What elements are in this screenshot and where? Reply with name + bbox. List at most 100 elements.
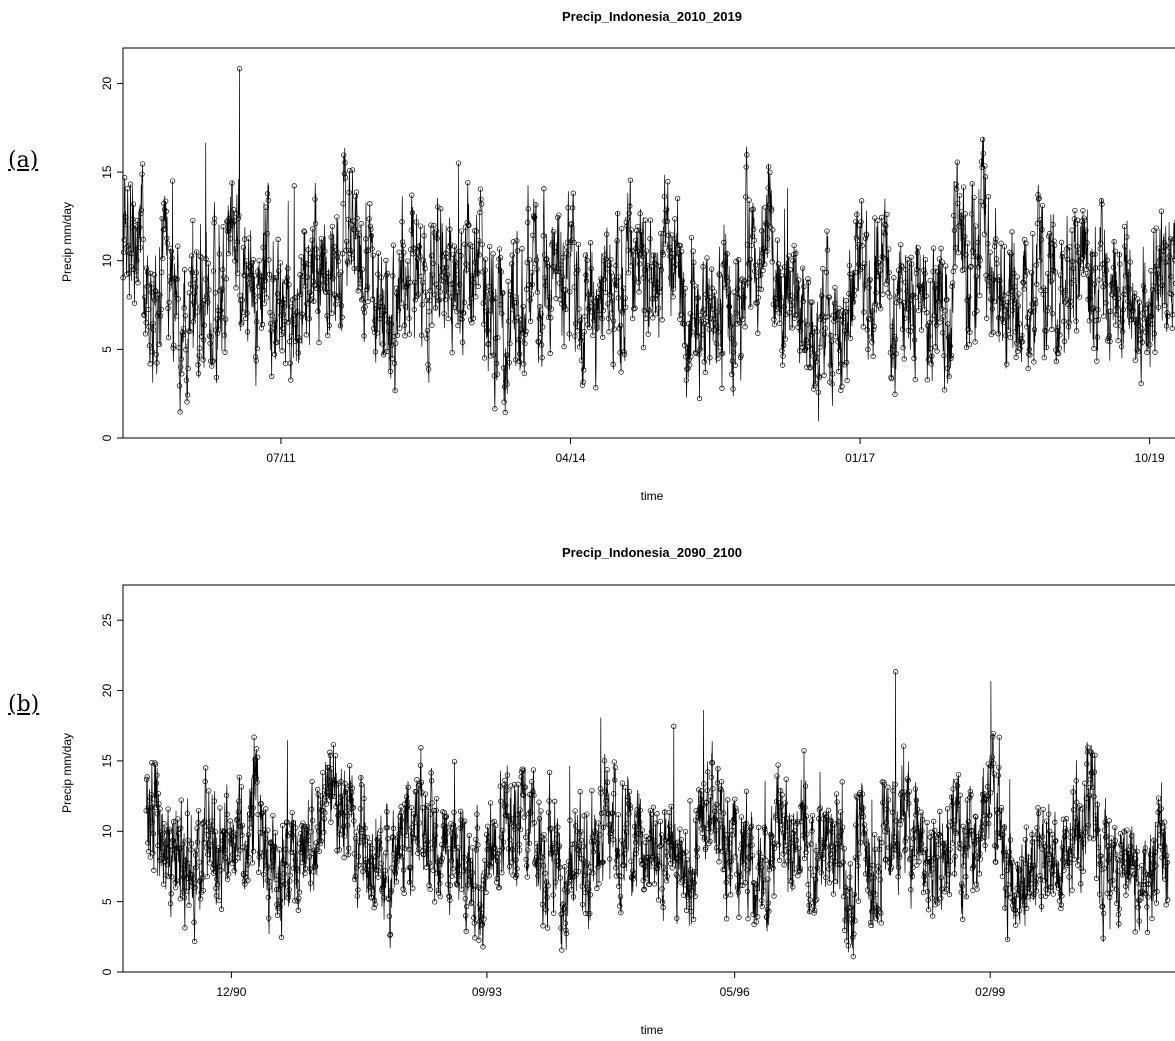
data-point (277, 897, 284, 903)
data-point (912, 786, 919, 792)
data-point (908, 887, 914, 893)
data-point (952, 264, 958, 270)
data-point (948, 355, 954, 362)
data-point (1055, 882, 1061, 888)
data-point (514, 238, 520, 244)
data-point (900, 813, 906, 820)
data-point (187, 328, 193, 335)
data-point (956, 192, 963, 199)
data-point (276, 847, 283, 853)
data-point (640, 344, 647, 351)
data-point (812, 907, 818, 914)
data-point (872, 831, 878, 838)
data-point (738, 846, 744, 852)
data-point (274, 339, 280, 345)
data-point (950, 268, 956, 275)
data-point (565, 858, 572, 865)
data-point (1076, 857, 1082, 863)
data-point (1034, 831, 1041, 837)
data-point (159, 831, 166, 837)
data-point (845, 943, 851, 949)
data-point (244, 841, 250, 847)
data-point (684, 892, 691, 898)
data-point (414, 839, 421, 845)
data-point (987, 812, 993, 818)
data-point (895, 292, 901, 298)
data-point (416, 243, 422, 249)
data-point (479, 921, 486, 927)
data-point (678, 836, 685, 843)
data-point (1031, 327, 1038, 333)
data-point (212, 829, 219, 835)
data-point (1115, 337, 1121, 344)
data-point (951, 870, 958, 877)
data-point (1125, 847, 1131, 853)
data-point (174, 276, 180, 282)
data-point (872, 300, 879, 307)
data-point (1173, 280, 1175, 286)
data-point (477, 186, 484, 192)
data-point (599, 315, 605, 322)
y-tick-label-20: 20 (100, 76, 114, 90)
data-point (1125, 272, 1132, 278)
data-point (608, 256, 614, 263)
data-point (985, 240, 991, 247)
data-point (865, 316, 872, 322)
data-point (1112, 838, 1118, 844)
data-point (818, 870, 824, 876)
data-point (902, 838, 908, 844)
data-point (911, 855, 918, 861)
data-point (793, 837, 800, 843)
data-point (636, 261, 643, 267)
data-point (774, 237, 781, 243)
data-point (349, 222, 355, 228)
data-point (1024, 905, 1030, 912)
data-point (710, 317, 717, 323)
data-point (826, 866, 832, 872)
data-point (984, 793, 990, 799)
data-point (275, 236, 281, 243)
data-point (859, 243, 865, 249)
data-point (371, 329, 378, 335)
data-point (639, 243, 645, 249)
data-point (262, 848, 268, 854)
data-point (372, 349, 379, 355)
data-point (323, 279, 330, 285)
data-point (661, 230, 667, 237)
data-point (970, 863, 977, 869)
data-point (776, 310, 782, 316)
data-point (685, 365, 691, 371)
data-point (1061, 867, 1067, 873)
data-point (616, 274, 622, 280)
data-point (1141, 878, 1147, 884)
data-point (835, 841, 841, 847)
data-point (1114, 900, 1120, 906)
data-point (988, 790, 994, 796)
data-point (1029, 301, 1035, 307)
data-point (203, 827, 209, 833)
data-point (234, 239, 240, 245)
data-point (581, 367, 587, 373)
data-point (1050, 891, 1056, 897)
data-point (773, 276, 779, 282)
data-point (582, 872, 588, 879)
data-point (402, 845, 408, 852)
data-point (352, 876, 358, 883)
data-point (342, 789, 349, 795)
data-point (307, 297, 314, 303)
data-point (488, 353, 494, 359)
data-point (1137, 331, 1143, 338)
data-point (586, 886, 592, 893)
data-point (579, 856, 585, 862)
data-point (1121, 291, 1127, 297)
data-point (852, 269, 858, 275)
data-point (807, 365, 813, 371)
data-point (909, 873, 916, 879)
data-point (313, 847, 320, 853)
data-point (974, 308, 980, 314)
data-point (1142, 848, 1148, 855)
data-point (557, 262, 564, 268)
data-point (139, 161, 146, 167)
data-point (1042, 843, 1048, 850)
data-point (318, 838, 324, 844)
